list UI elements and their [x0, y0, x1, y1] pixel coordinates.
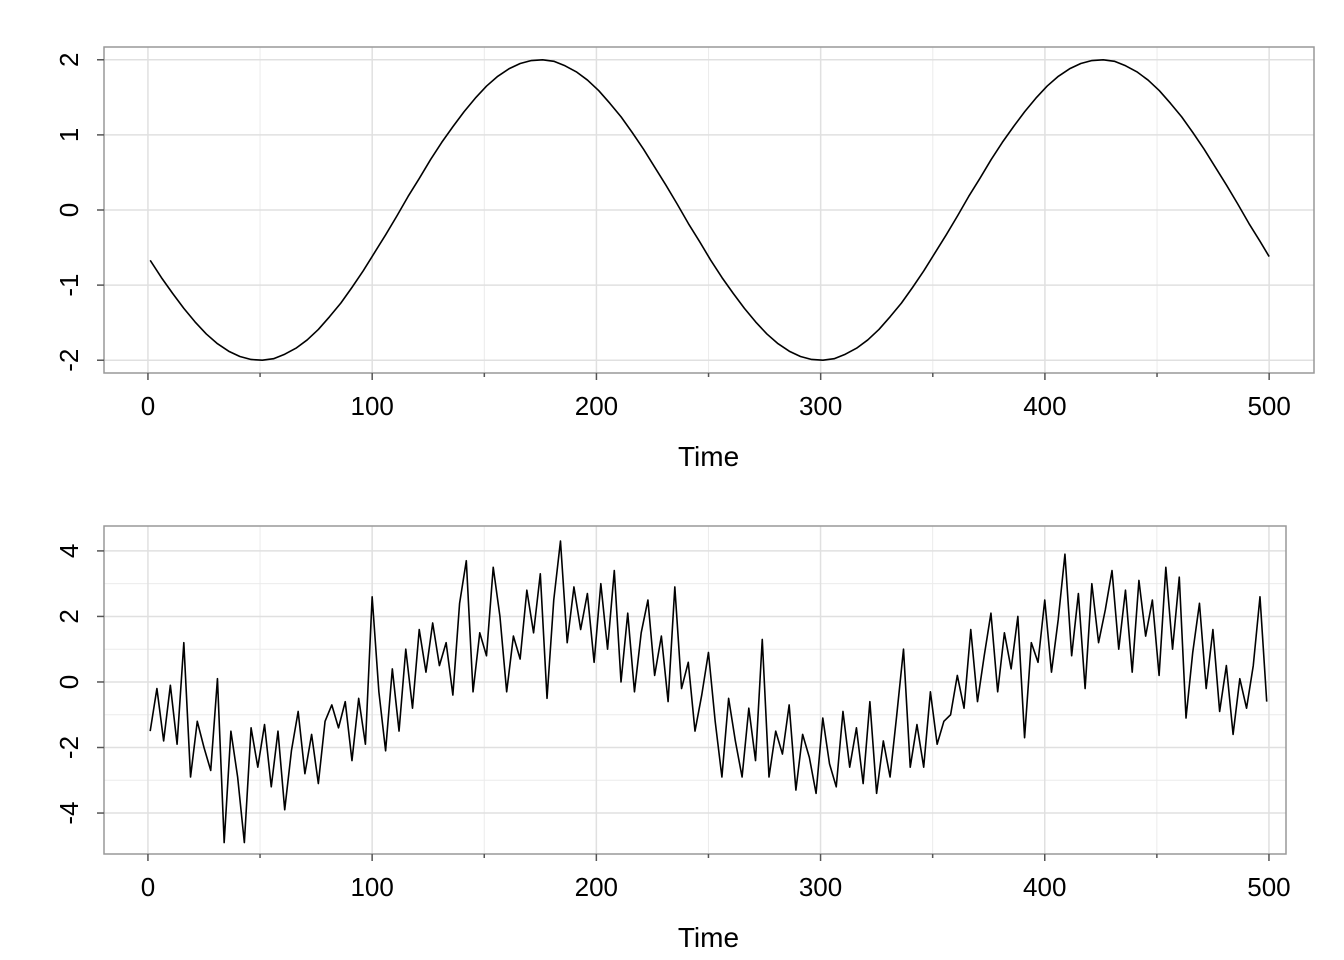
- x-tick-label: 100: [350, 872, 393, 902]
- x-tick-label: 200: [575, 872, 618, 902]
- x-tick-label: 300: [799, 872, 842, 902]
- y-tick-label: 4: [54, 544, 84, 558]
- y-tick-label: 2: [54, 53, 84, 67]
- x-axis-label: Time: [678, 441, 739, 472]
- y-tick-label: -1: [54, 274, 84, 297]
- x-tick-label: 500: [1247, 391, 1290, 421]
- x-tick-label: 500: [1247, 872, 1290, 902]
- x-tick-label: 400: [1023, 872, 1066, 902]
- y-tick-label: 0: [54, 203, 84, 217]
- y-tick-label: -2: [54, 349, 84, 372]
- x-tick-label: 100: [350, 391, 393, 421]
- plot-border: [103, 525, 1287, 855]
- line: [149, 58, 1270, 362]
- x-tick-label: 0: [141, 391, 155, 421]
- y-tick-label: -4: [54, 801, 84, 824]
- y-tick-label: -2: [54, 736, 84, 759]
- y-tick-label: 0: [54, 675, 84, 689]
- x-axis-label: Time: [678, 922, 739, 953]
- x-tick-label: 400: [1023, 391, 1066, 421]
- x-tick-label: 200: [575, 391, 618, 421]
- line: [149, 540, 1268, 844]
- y-tick-label: 1: [54, 128, 84, 142]
- x-tick-label: 300: [799, 391, 842, 421]
- x-tick-label: 0: [141, 872, 155, 902]
- y-tick-label: 2: [54, 609, 84, 623]
